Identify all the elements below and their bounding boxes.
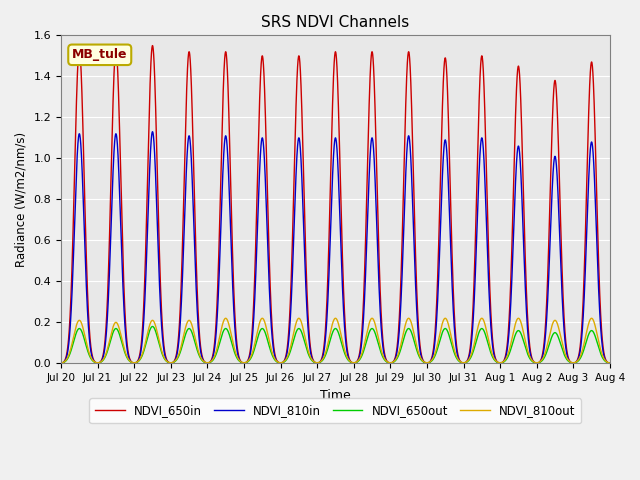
NDVI_650out xyxy=(412,342,419,348)
NDVI_650in xyxy=(148,43,156,48)
Legend: NDVI_650in, NDVI_810in, NDVI_650out, NDVI_810out: NDVI_650in, NDVI_810in, NDVI_650out, NDV… xyxy=(90,398,582,423)
Line: NDVI_810in: NDVI_810in xyxy=(61,132,610,363)
NDVI_650out xyxy=(57,360,65,366)
NDVI_810in xyxy=(169,360,177,366)
NDVI_810out xyxy=(262,325,270,331)
NDVI_650out xyxy=(490,355,497,361)
NDVI_650in xyxy=(57,360,65,366)
NDVI_650out xyxy=(175,354,182,360)
NDVI_650in xyxy=(490,342,497,348)
NDVI_810out xyxy=(606,360,614,366)
Title: SRS NDVI Channels: SRS NDVI Channels xyxy=(261,15,410,30)
NDVI_810in xyxy=(262,210,270,216)
NDVI_810out xyxy=(412,336,419,342)
NDVI_810in xyxy=(604,360,612,366)
NDVI_810out xyxy=(57,360,65,366)
Line: NDVI_650in: NDVI_650in xyxy=(61,46,610,363)
NDVI_810out xyxy=(489,353,497,359)
NDVI_810in xyxy=(606,360,614,366)
NDVI_810out xyxy=(588,315,595,321)
NDVI_650in xyxy=(169,360,177,365)
NDVI_650in xyxy=(604,360,612,365)
NDVI_650in xyxy=(412,240,419,246)
Text: MB_tule: MB_tule xyxy=(72,48,127,61)
NDVI_650out xyxy=(604,360,612,366)
NDVI_650out xyxy=(169,360,177,365)
NDVI_810in xyxy=(148,129,156,134)
NDVI_810out xyxy=(175,352,182,358)
NDVI_810out xyxy=(604,360,612,365)
NDVI_810out xyxy=(169,360,177,365)
NDVI_810in xyxy=(412,273,419,278)
X-axis label: Time: Time xyxy=(320,389,351,402)
NDVI_810in xyxy=(57,360,65,366)
Line: NDVI_650out: NDVI_650out xyxy=(61,326,610,363)
Line: NDVI_810out: NDVI_810out xyxy=(61,318,610,363)
NDVI_650out xyxy=(262,334,270,339)
Y-axis label: Radiance (W/m2/nm/s): Radiance (W/m2/nm/s) xyxy=(15,132,28,267)
NDVI_650in xyxy=(175,335,182,340)
NDVI_650in xyxy=(262,155,270,161)
NDVI_650in xyxy=(606,360,614,366)
NDVI_650out xyxy=(606,360,614,366)
NDVI_810in xyxy=(175,341,182,347)
NDVI_650out xyxy=(148,324,156,329)
NDVI_810in xyxy=(490,347,497,353)
